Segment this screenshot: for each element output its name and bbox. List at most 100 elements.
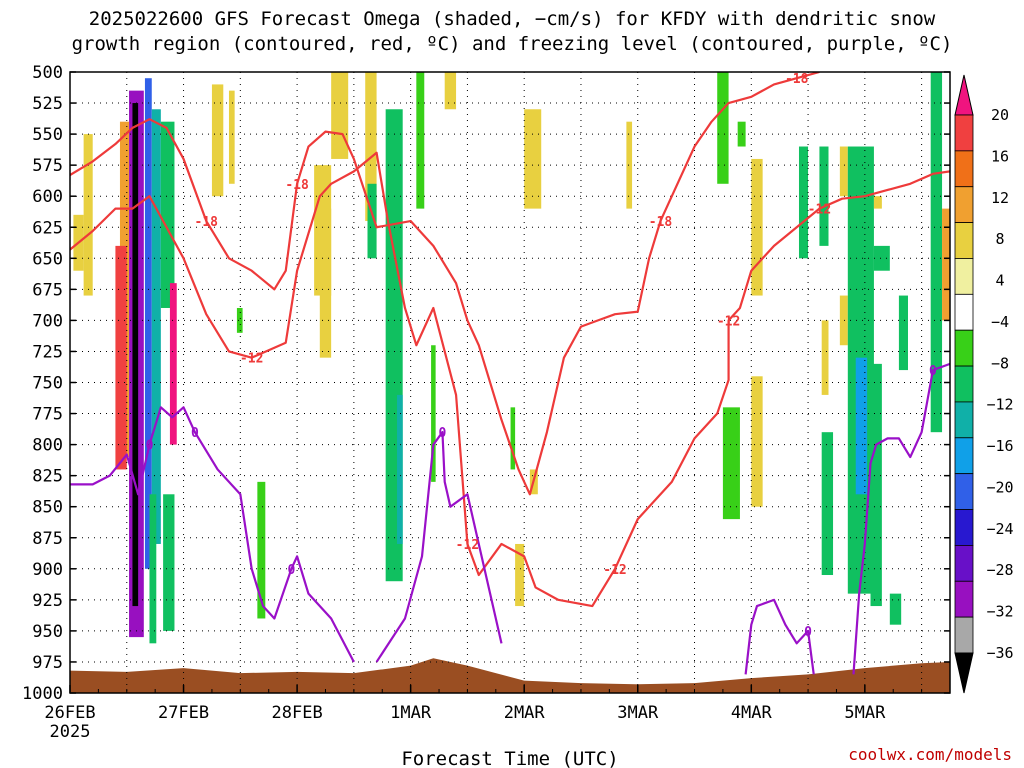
- terrain-below-ground: [70, 658, 950, 693]
- omega-shade-cell: [228, 90, 235, 184]
- omega-shade-cell: [821, 320, 829, 395]
- y-tick-label: 850: [32, 498, 63, 518]
- y-tick-label: 875: [32, 529, 63, 549]
- y-tick-label: 625: [32, 218, 63, 238]
- omega-shade-cell: [798, 146, 809, 259]
- omega-shade-cell: [510, 407, 516, 470]
- y-tick-label: 900: [32, 560, 63, 580]
- y-tick-label: 575: [32, 156, 63, 176]
- colorbar-label: −36: [986, 644, 1013, 662]
- x-tick-year-label: 2025: [50, 722, 91, 742]
- colorbar-label: −32: [986, 603, 1013, 621]
- omega-shade-cell: [416, 72, 425, 209]
- dgz-contour--18: [70, 72, 820, 496]
- colorbar-label: −16: [986, 437, 1013, 455]
- omega-shade-cell: [163, 494, 175, 631]
- y-tick-label: 925: [32, 591, 63, 611]
- y-tick-label: 800: [32, 436, 63, 456]
- dgz-contour-label: -18: [649, 215, 673, 230]
- omega-shade-cell: [821, 432, 834, 576]
- colorbar-swatch: [954, 293, 974, 331]
- y-tick-label: 550: [32, 125, 63, 145]
- omega-shade-cell: [444, 72, 457, 110]
- freezing-contour-label: 0: [146, 439, 154, 454]
- y-tick-label: 700: [32, 311, 63, 331]
- freezing-contour-label: 0: [804, 625, 812, 640]
- colorbar-swatch: [954, 365, 974, 403]
- y-tick-label: 1000: [22, 684, 63, 704]
- plot-area: -12 -12 -12 -12 -12 -18 -18 -18 -18 0 0 0 0 0 0: [70, 72, 950, 693]
- axes: 500 525 550 575 600 625 650 675 700 725 750 775 800 8…: [22, 63, 951, 742]
- x-tick-label: 5MAR: [844, 703, 886, 723]
- colorbar-swatch: [954, 545, 974, 582]
- colorbar-top-arrow: [954, 74, 974, 116]
- dgz-contour-label: -18: [195, 215, 219, 230]
- colorbar-swatch: [954, 616, 974, 654]
- y-tick-label: 725: [32, 342, 63, 362]
- plot-inner: -12 -12 -12 -12 -12 -18 -18 -18 -18 0 0 0 0 0 0: [70, 72, 950, 693]
- colorbar-label: −12: [986, 396, 1013, 414]
- color-scale-bar: 20 16 12 8 4 −4 −8 −12 −16 −20 −24 −28 −32 −36: [954, 74, 1014, 694]
- omega-shade-cell: [257, 481, 266, 619]
- x-axis-title: Forecast Time (UTC): [401, 748, 618, 768]
- omega-shade-cell: [211, 84, 224, 197]
- omega-shade-cell: [83, 134, 93, 296]
- dgz-contour-label: -12: [603, 563, 626, 578]
- colorbar-bottom-arrow: [954, 652, 974, 694]
- x-tick-label: 27FEB: [158, 703, 209, 723]
- omega-shade-cell: [367, 183, 377, 259]
- y-tick-label: 775: [32, 405, 63, 425]
- omega-shade-cell: [839, 146, 848, 197]
- y-tick-label: 650: [32, 249, 63, 269]
- colorbar-label: 12: [991, 189, 1009, 207]
- y-tick-label: 500: [32, 63, 63, 83]
- chart-title-line-1: 2025022600 GFS Forecast Omega (shaded, −…: [89, 8, 936, 30]
- omega-shade-cell: [151, 109, 161, 544]
- omega-shade-cell: [431, 345, 436, 482]
- dgz-contour-label: -12: [456, 538, 479, 553]
- omega-shade-cell: [160, 121, 175, 308]
- omega-shade-cell: [873, 245, 890, 271]
- colorbar-swatch: [954, 114, 974, 152]
- omega-shade-cell: [515, 543, 525, 607]
- freezing-contour-label: 0: [191, 426, 199, 441]
- colorbar-label: −28: [986, 561, 1013, 579]
- x-tick-label: 3MAR: [617, 703, 659, 723]
- colorbar-label: 20: [991, 106, 1009, 124]
- y-tick-label: 975: [32, 653, 63, 673]
- omega-shade-cell: [889, 593, 902, 625]
- x-tick-label: 28FEB: [272, 703, 323, 723]
- colorbar-swatch: [954, 509, 974, 546]
- omega-shade-cell: [942, 208, 950, 321]
- x-tick-label: 1MAR: [390, 703, 432, 723]
- omega-shade-cell: [722, 407, 740, 520]
- y-tick-label: 525: [32, 94, 63, 114]
- colorbar-label: −4: [991, 313, 1009, 331]
- freezing-level-contour: [375, 431, 503, 663]
- omega-shade-cell: [319, 208, 332, 358]
- omega-shade-cell: [751, 158, 763, 296]
- omega-shade-cell: [737, 121, 746, 147]
- omega-shade-cell: [132, 103, 139, 607]
- omega-shade-cell: [870, 363, 882, 607]
- freezing-level-contour: [70, 406, 355, 663]
- omega-shade-cell: [873, 196, 882, 209]
- omega-shade-cell: [115, 245, 127, 470]
- dgz-contour-label: -12: [240, 352, 263, 367]
- colorbar-label: −24: [986, 520, 1013, 538]
- freezing-level-contour: [852, 362, 950, 675]
- colorbar-label: −8: [991, 354, 1009, 372]
- colorbar-label: 8: [995, 230, 1004, 248]
- omega-shade-cell: [839, 295, 848, 346]
- colorbar-swatch: [954, 580, 974, 618]
- colorbar-swatch: [954, 473, 974, 510]
- x-tick-label: 2MAR: [504, 703, 546, 723]
- colorbar-swatch: [954, 222, 974, 259]
- freezing-level-contour: [744, 598, 815, 675]
- chart-title-line-2: growth region (contoured, red, ºC) and f…: [72, 33, 953, 55]
- omega-shade-cell: [149, 494, 157, 644]
- freezing-contour-label: 0: [929, 364, 937, 379]
- colorbar-swatch: [954, 258, 974, 295]
- omega-shade-cell: [144, 78, 152, 569]
